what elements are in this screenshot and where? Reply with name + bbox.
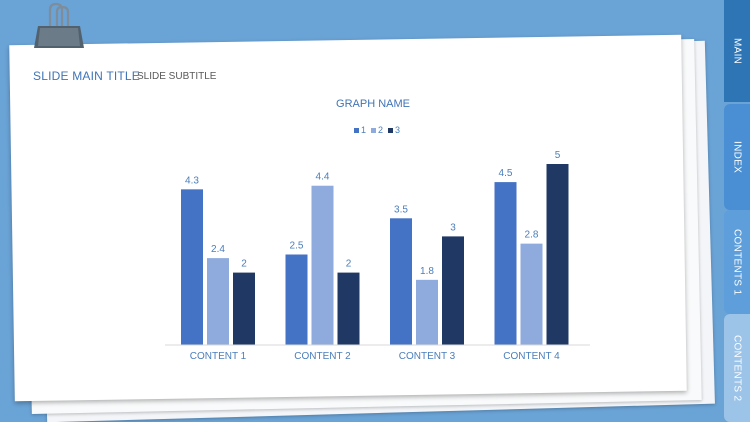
bar-4-series-3 <box>546 164 569 345</box>
data-label-1-series-3: 2 <box>241 259 247 270</box>
data-label-3-series-2: 1.8 <box>420 266 434 277</box>
legend-swatch-2 <box>371 128 376 133</box>
tab-contents-1[interactable]: CONTENTS 1 <box>724 210 750 314</box>
chart-bars: 4.3 2.4 2 2.5 4.4 2 3.5 1.8 3 4.5 2.8 5 <box>181 150 569 345</box>
x-tick-label: CONTENT 1 <box>190 351 247 362</box>
bar-1-series-2 <box>207 258 229 345</box>
legend-label-3: 3 <box>395 125 400 135</box>
bar-1-series-1 <box>181 189 203 345</box>
data-label-4-series-1: 4.5 <box>499 168 513 179</box>
slide-title: SLIDE MAIN TITLE <box>33 69 141 83</box>
tab-main[interactable]: MAIN <box>724 0 750 102</box>
slide-subtitle: SLIDE SUBTITLE <box>137 71 217 82</box>
binder-clip-icon <box>34 2 84 48</box>
legend-swatch-3 <box>388 128 393 133</box>
tab-contents-2-label: CONTENTS 2 <box>731 334 743 402</box>
bar-4-series-1 <box>494 182 517 345</box>
tab-index[interactable]: INDEX <box>724 104 750 210</box>
data-label-3-series-3: 3 <box>450 222 456 233</box>
bar-2-series-3 <box>337 272 360 345</box>
legend-label-2: 2 <box>378 125 383 135</box>
bar-2-series-1 <box>285 254 308 345</box>
data-label-4-series-3: 5 <box>555 150 561 161</box>
bar-3-series-2 <box>416 279 438 345</box>
tab-contents-1-label: CONTENTS 1 <box>731 228 743 296</box>
bar-3-series-3 <box>442 236 464 345</box>
tab-index-label: INDEX <box>731 140 743 174</box>
data-label-1-series-1: 4.3 <box>185 175 199 186</box>
bar-4-series-2 <box>520 243 543 345</box>
chart-legend: 1 2 3 <box>354 125 400 135</box>
bar-2-series-2 <box>311 185 334 345</box>
legend-swatch-1 <box>354 128 359 133</box>
chart-x-labels: CONTENT 1 CONTENT 2 CONTENT 3 CONTENT 4 <box>190 351 560 362</box>
bar-1-series-3 <box>233 272 255 345</box>
side-tabs: MAIN INDEX CONTENTS 1 CONTENTS 2 <box>724 0 750 422</box>
data-label-2-series-3: 2 <box>346 259 352 270</box>
data-label-3-series-1: 3.5 <box>394 204 408 215</box>
x-tick-label: CONTENT 4 <box>503 351 560 362</box>
data-label-4-series-2: 2.8 <box>525 230 539 241</box>
tab-contents-2[interactable]: CONTENTS 2 <box>724 314 750 422</box>
data-label-1-series-2: 2.4 <box>211 244 225 255</box>
chart-title: GRAPH NAME <box>336 98 410 110</box>
tab-main-label: MAIN <box>731 37 743 65</box>
x-tick-label: CONTENT 2 <box>294 351 351 362</box>
x-tick-label: CONTENT 3 <box>399 351 456 362</box>
bar-3-series-1 <box>390 218 412 345</box>
data-label-2-series-1: 2.5 <box>290 241 304 252</box>
legend-label-1: 1 <box>361 125 366 135</box>
data-label-2-series-2: 4.4 <box>316 172 330 183</box>
